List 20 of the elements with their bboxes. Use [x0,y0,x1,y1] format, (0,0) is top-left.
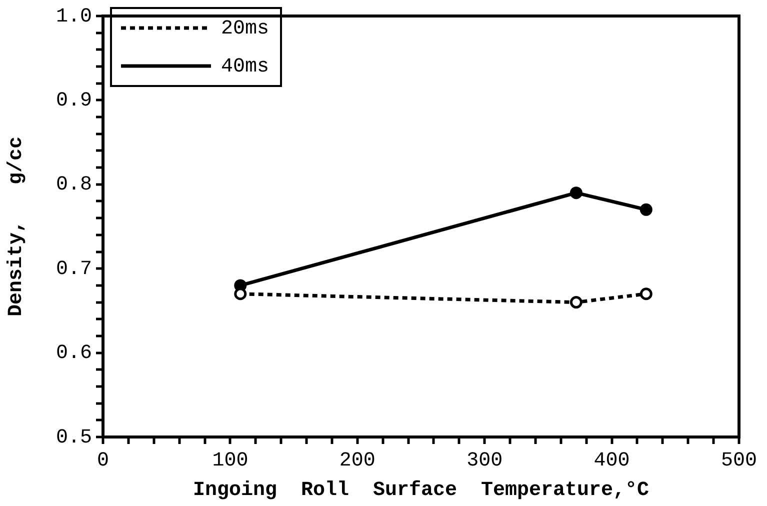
legend-label: 40ms [221,55,270,78]
y-tick-label: 0.7 [56,258,92,281]
y-tick-label: 1.0 [56,5,92,28]
x-tick-label: 300 [466,449,503,472]
x-tick-label: 400 [594,449,630,472]
legend-label: 20ms [221,17,270,40]
x-tick-label: 0 [97,449,110,472]
x-tick-label: 200 [339,449,376,472]
point [570,186,582,200]
x-axis-title: Ingoing Roll Surface Temperature,°C [192,479,650,502]
point [570,296,582,309]
x-tick-label: 100 [212,449,248,472]
x-tick-label: 500 [720,449,758,472]
y-tick-label: 0.5 [56,426,92,450]
point [640,288,652,300]
y-axis-title: Density, g/cc [5,136,28,317]
y-tick-label: 0.9 [56,89,92,112]
y-tick-label: 0.6 [56,342,92,366]
y-tick-label: 0.8 [56,174,92,197]
point [640,203,652,216]
